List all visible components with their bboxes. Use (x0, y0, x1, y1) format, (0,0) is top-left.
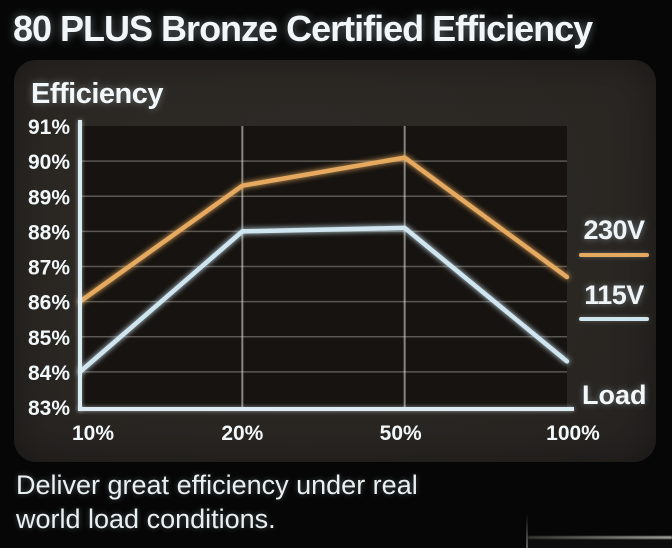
svg-text:10%: 10% (72, 422, 114, 445)
legend-swatch-230v (579, 252, 649, 257)
svg-text:83%: 83% (28, 397, 70, 420)
legend-item-230v: 230V (578, 215, 650, 257)
legend-item-115v: 115V (578, 279, 650, 322)
efficiency-chart: 91% 90% 89% 88% 87% 86% 85% 84% 83%10% 20% 50% 100% (28, 116, 600, 445)
svg-text:85%: 85% (28, 327, 70, 350)
legend-label-115v: 115V (584, 279, 644, 310)
svg-text:84%: 84% (28, 362, 70, 385)
svg-text:100%: 100% (546, 422, 600, 445)
svg-text:87%: 87% (28, 257, 70, 280)
chart-legend: 230V 115V (578, 215, 650, 322)
legend-swatch-115v (579, 317, 649, 322)
svg-text:86%: 86% (28, 292, 70, 315)
svg-text:90%: 90% (28, 151, 70, 174)
caption-line-2: world load conditions. (16, 504, 276, 534)
package-seam-vertical (526, 514, 528, 548)
x-axis-title: Load (582, 380, 647, 410)
legend-label-230v: 230V (583, 215, 645, 245)
efficiency-chart-panel: Efficiency 91% 90% 89% 88% 87% 86% 85% 84% 83% 10… (14, 60, 656, 462)
caption-line-1: Deliver great efficiency under real (16, 470, 418, 500)
svg-text:20%: 20% (221, 422, 263, 445)
svg-text:50%: 50% (380, 422, 422, 445)
svg-text:88%: 88% (28, 221, 70, 244)
package-seam-highlight (528, 536, 672, 539)
svg-text:89%: 89% (28, 186, 70, 209)
package-seam-shadow (528, 539, 672, 548)
chart-heading: Efficiency (31, 78, 164, 110)
page-title: 80 PLUS Bronze Certified Efficiency (13, 8, 593, 49)
caption: Deliver great efficiency under real worl… (16, 468, 418, 536)
svg-text:91%: 91% (28, 116, 70, 139)
